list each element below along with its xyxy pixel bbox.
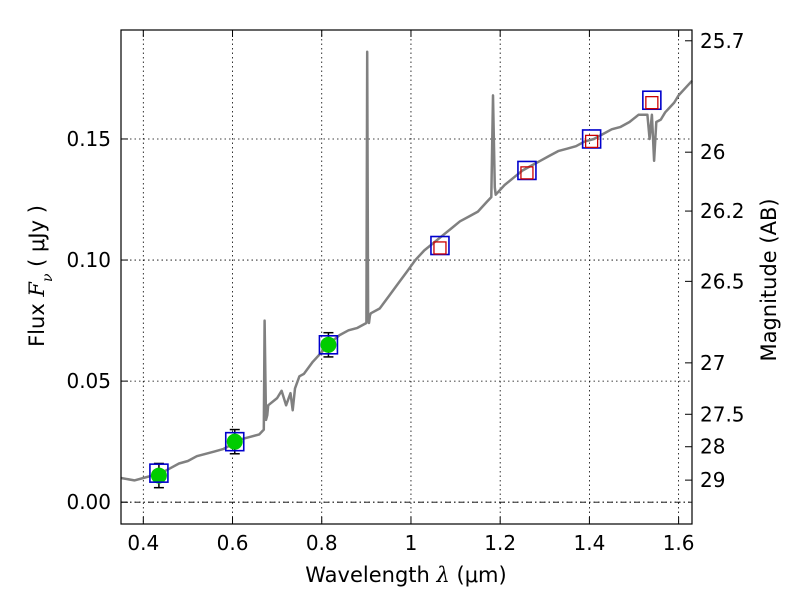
x-tick-label: 0.6: [217, 531, 249, 555]
plot-frame: [120, 29, 693, 525]
observed-point: [320, 336, 337, 353]
magnitude-tick-label: 28: [700, 435, 725, 459]
spectrum-line: [120, 50, 693, 482]
x-tick-label: 1.6: [663, 531, 695, 555]
magnitude-tick-label: 26.5: [700, 269, 745, 293]
model-marker-red: [645, 95, 659, 110]
magnitude-tick-label: 25.7: [700, 29, 745, 53]
data-layer: [120, 50, 693, 489]
y-tick-label: 0.10: [66, 248, 111, 272]
model-marker-blue: [318, 335, 339, 355]
y-tick-label: 0.05: [66, 369, 111, 393]
x-tick-label: 1: [405, 531, 418, 555]
y-axis-label: Flux Fν ( μJy ): [25, 205, 56, 347]
x-tick-label: 0.4: [127, 531, 159, 555]
x-tick-label: 1.4: [573, 531, 605, 555]
x-axis-label: Wavelength λ (μm): [305, 563, 506, 587]
model-marker-red: [433, 241, 447, 255]
magnitude-tick-label: 26: [700, 140, 725, 164]
magnitude-tick-label: 29: [700, 468, 725, 492]
magnitude-tick-label: 27: [700, 351, 725, 375]
y-tick-label: 0.15: [66, 127, 111, 151]
model-marker-blue: [149, 463, 169, 483]
magnitude-axis-label: Magnitude (AB): [757, 198, 781, 361]
tick-layer: 0.4 0.6 0.8 1 1.2 1.4 1.6 0.00 0.05 0.10 0.15 25.7 2…: [66, 29, 744, 555]
y-tick-label: 0.00: [66, 490, 111, 514]
x-tick-label: 0.8: [306, 531, 338, 555]
magnitude-tick-label: 26.2: [700, 199, 745, 223]
magnitude-tick-label: 27.5: [700, 402, 745, 426]
model-marker-red: [520, 166, 534, 180]
x-tick-label: 1.2: [484, 531, 516, 555]
observed-point: [150, 467, 167, 484]
observed-point: [226, 433, 243, 450]
model-marker-blue: [224, 431, 245, 452]
frame-layer: [120, 29, 693, 525]
grid-layer: [121, 30, 692, 524]
model-marker-red: [584, 134, 599, 149]
